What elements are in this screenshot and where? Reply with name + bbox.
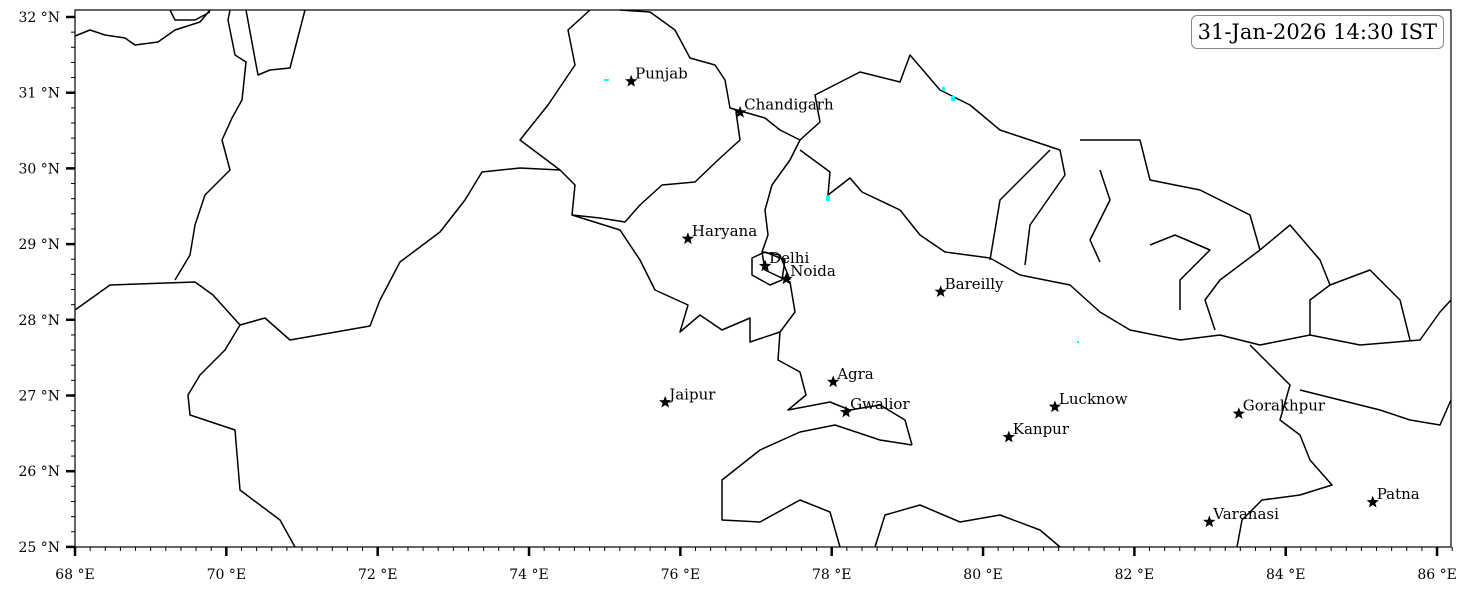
star-icon [934, 285, 947, 297]
city-label: Agra [836, 365, 874, 383]
x-tick-label: 76 °E [661, 567, 700, 583]
x-tick-label: 70 °E [207, 567, 246, 583]
border-uttarakhand-up [799, 149, 1021, 276]
y-tick-label: 31 °N [18, 86, 60, 102]
city-patna: Patna [1366, 485, 1420, 508]
city-label: Jaipur [667, 385, 716, 403]
city-gwalior: Gwalior [839, 395, 910, 418]
city-haryana: Haryana [681, 222, 757, 245]
border-north-2 [169, 9, 306, 76]
city-chandigarh: Chandigarh [734, 95, 834, 118]
star-icon [1366, 495, 1379, 508]
y-tick-label: 32 °N [18, 10, 60, 26]
cyan-mark [951, 96, 955, 101]
city-label: Bareilly [945, 275, 1004, 293]
city-label: Punjab [635, 64, 688, 82]
border-delhi [751, 251, 786, 286]
y-tick-label: 28 °N [18, 313, 60, 329]
city-varanasi: Varanasi [1203, 505, 1279, 528]
star-icon [734, 105, 747, 118]
star-icon [839, 405, 853, 418]
city-label: Delhi [769, 249, 809, 267]
timestamp-label: 31-Jan-2026 14:30 IST [1190, 15, 1444, 49]
y-tick-label: 26 °N [18, 464, 60, 480]
star-icon [1048, 400, 1062, 413]
y-tick-label: 25 °N [18, 540, 60, 556]
border-pakistan-west [74, 281, 241, 326]
city-label: Noida [790, 262, 836, 280]
star-icon [1203, 515, 1216, 528]
border-haryana-south [571, 214, 796, 343]
x-tick-label: 72 °E [358, 567, 397, 583]
border-bihar-east [1299, 389, 1452, 426]
cyan-mark [604, 79, 609, 81]
city-delhi: Delhi [758, 249, 809, 272]
city-label: Patna [1377, 485, 1420, 503]
city-label: Varanasi [1212, 505, 1279, 523]
city-label: Chandigarh [744, 95, 834, 113]
star-icon [625, 74, 638, 87]
border-pakistan-north [174, 9, 247, 281]
star-icon [1232, 407, 1245, 419]
border-uttarakhand [799, 54, 1066, 176]
city-jaipur: Jaipur [659, 385, 716, 408]
y-tick-label: 29 °N [18, 237, 60, 253]
city-label: Kanpur [1013, 420, 1070, 438]
y-tick-label: 27 °N [18, 389, 60, 405]
border-up-nepal [1019, 274, 1452, 346]
x-tick-label: 82 °E [1115, 567, 1154, 583]
city-gorakhpur: Gorakhpur [1232, 397, 1326, 419]
city-label: Lucknow [1059, 390, 1128, 408]
x-tick-label: 74 °E [509, 567, 548, 583]
star-icon [758, 259, 772, 272]
plot-frame [74, 9, 1452, 548]
highlight-marks [604, 79, 1079, 343]
cyan-mark [1077, 341, 1079, 343]
city-noida: Noida [780, 262, 836, 285]
cyan-mark [826, 196, 830, 201]
city-label: Haryana [692, 222, 757, 240]
border-mp-up-1 [721, 424, 913, 548]
city-kanpur: Kanpur [1002, 420, 1070, 443]
cyan-mark [942, 87, 945, 91]
x-tick-label: 68 °E [55, 567, 94, 583]
city-agra: Agra [827, 365, 874, 388]
border-bihar-up [1236, 344, 1333, 548]
x-tick-label: 86 °E [1417, 567, 1456, 583]
star-icon [659, 395, 672, 408]
star-icon [681, 232, 695, 245]
star-icon [827, 375, 840, 388]
star-icon [1002, 430, 1015, 443]
city-bareilly: Bareilly [934, 275, 1004, 297]
x-tick-label: 80 °E [963, 567, 1002, 583]
border-north-1 [74, 9, 211, 46]
city-punjab: Punjab [625, 64, 688, 87]
x-tick-label: 84 °E [1266, 567, 1305, 583]
y-tick-label: 30 °N [18, 161, 60, 177]
star-icon [780, 272, 793, 285]
boundaries [74, 9, 1452, 548]
axis-ticks: 68 °E 70 °E 72 °E 74 °E 76 °E 78 °E 80 °E 82 °E… [18, 10, 1456, 583]
border-punjab-haryana [559, 111, 741, 223]
border-india-pakistan [187, 9, 591, 548]
border-mp-up-2 [874, 504, 1061, 548]
x-tick-label: 78 °E [812, 567, 851, 583]
border-rajasthan-up-mp [777, 331, 913, 446]
city-lucknow: Lucknow [1048, 390, 1128, 413]
city-label: Gorakhpur [1243, 397, 1326, 415]
border-himachal [619, 9, 801, 253]
border-nepal-internal [989, 139, 1411, 341]
city-label: Gwalior [850, 395, 910, 413]
